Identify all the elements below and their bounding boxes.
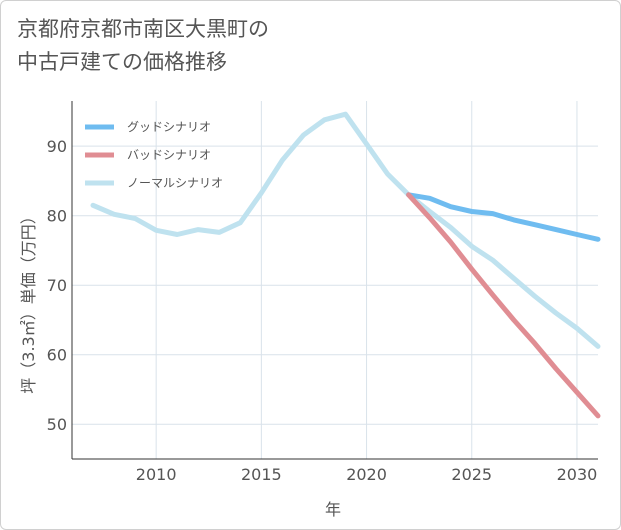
legend-label: グッドシナリオ bbox=[127, 120, 211, 134]
legend-label: ノーマルシナリオ bbox=[127, 176, 223, 190]
x-tick-label: 2020 bbox=[346, 465, 387, 484]
chart-title: 京都府京都市南区大黒町の 中古戸建ての価格推移 bbox=[17, 13, 437, 79]
y-tick-label: 80 bbox=[47, 207, 67, 226]
series-line bbox=[90, 111, 601, 349]
title-line-1: 京都府京都市南区大黒町の bbox=[17, 17, 269, 41]
x-axis-label: 年 bbox=[325, 500, 341, 519]
y-tick-label: 70 bbox=[47, 276, 67, 295]
series-line bbox=[406, 192, 601, 242]
y-tick-label: 90 bbox=[47, 137, 67, 156]
title-line-2: 中古戸建ての価格推移 bbox=[17, 50, 227, 74]
x-tick-label: 2025 bbox=[451, 465, 492, 484]
x-tick-label: 2030 bbox=[557, 465, 598, 484]
y-tick-label: 60 bbox=[47, 346, 67, 365]
legend-label: バッドシナリオ bbox=[127, 148, 211, 162]
x-tick-label: 2015 bbox=[241, 465, 282, 484]
y-tick-label: 50 bbox=[47, 415, 67, 434]
y-axis-label: 坪（3.3㎡）単価（万円） bbox=[19, 208, 38, 393]
grid-lines bbox=[72, 101, 598, 459]
series-line bbox=[406, 192, 601, 419]
plot-frame bbox=[71, 101, 598, 460]
x-tick-label: 2010 bbox=[136, 465, 177, 484]
series-lines bbox=[90, 111, 601, 419]
tick-labels: 2010 2015 2020 2025 2030 50 60 70 80 90 bbox=[47, 137, 598, 484]
